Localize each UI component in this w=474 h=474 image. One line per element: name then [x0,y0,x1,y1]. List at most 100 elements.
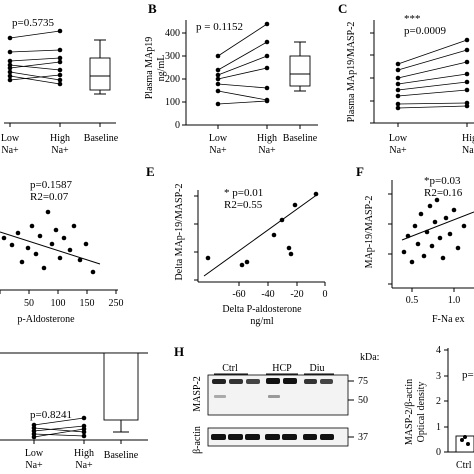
panel-i-ytick-0: 0 [436,447,448,458]
panel-f-points [401,197,467,265]
panel-b-xlabel-high-2: Na+ [258,145,276,156]
panel-h-group-ctrl: Ctrl [222,363,238,374]
panel-g-xlabel-low-1: Low [25,448,44,459]
panel-h-mw-75: 75 [358,376,368,387]
panel-i-p-value: p= [462,369,474,381]
panel-i-xlabel: Ctrl [456,460,472,471]
panel-e-p-value: * p=0.01 [224,187,263,199]
panel-b-ytick-400: 400 [165,28,186,39]
panel-h-mw-50: 50 [358,395,368,406]
svg-text:150: 150 [80,298,95,309]
panel-c-xlabel-low-2: Na+ [389,145,407,156]
panel-c-xlabel-high-2: Na+ [462,145,474,156]
panel-i-ctrl-points [460,435,470,446]
panel-c-pairs [395,37,470,111]
panel-b-boxplot [289,41,311,92]
svg-text:0.5: 0.5 [406,295,419,306]
panel-f-ylabel: MAp-19/MASP-2 [364,196,375,269]
panel-g-xlabel-baseline: Baseline [104,450,139,461]
panel-h-letter: H [174,344,184,359]
panel-d-xticks: 50 100 150 250 [0,290,124,309]
panel-g-p-value: p=0.8241 [30,409,72,421]
panel-i-ylabel-1: MASP-2/β-actin [404,379,415,445]
panel-f-xlabel: F-Na ex [432,314,465,325]
panel-b-ytick-200: 200 [165,74,186,85]
panel-e-fit-line [203,193,319,277]
panel-i-ylabel-2: Optical density [416,382,427,443]
svg-text:0: 0 [175,120,180,131]
panel-d: p=0.1587 R2=0.07 50 100 150 250 p-Aldost… [0,179,124,325]
svg-text:200: 200 [165,74,180,85]
panel-d-fit-line [0,231,101,265]
panel-a-p-value: p=0.5735 [12,17,54,29]
panel-f-letter: F [356,164,364,179]
panel-f-fit-line [401,211,474,241]
panel-b-letter: B [148,1,157,16]
panel-a-xlabel-low-2: Na+ [1,145,19,156]
panel-i: MASP-2/β-actin Optical density p= 4 3 2 … [404,345,474,471]
panel-b-xlabel-baseline: Baseline [283,133,318,144]
panel-g-error-bar [113,420,129,433]
panel-h: H Ctrl HCP Diu kDa: MASP-2 75 50 β-actin [174,344,379,454]
panel-g-xlabel-high-1: High [74,448,94,459]
panel-b: B p = 0.1152 Plasma MAp19 ng/mL 0 100 20… [144,1,318,156]
svg-text:0: 0 [436,447,441,458]
panel-a-xlabel-baseline: Baseline [84,133,119,144]
svg-text:1.0: 1.0 [448,295,461,306]
panel-b-p-value: p = 0.1152 [196,21,243,33]
panel-e-xticks: -60 -40 -20 0 [232,282,328,300]
panel-a-xlabel-high-2: Na+ [51,145,69,156]
panel-c-yticks [370,32,374,124]
panel-b-xlabel-low-2: Na+ [209,145,227,156]
panel-d-r2: R2=0.07 [30,191,69,203]
panel-i-ytick-4: 4 [436,345,448,356]
svg-text:300: 300 [165,51,180,62]
panel-b-pairs [215,21,270,107]
panel-f: F *p=0.03 R2=0.16 MAp-19/MASP-2 0.5 1.0 … [356,164,474,325]
panel-h-masp2-label: MASP-2 [192,376,203,412]
panel-i-ytick-1: 1 [436,422,448,433]
panel-e-points [205,191,319,268]
panel-a-xlabel-low-1: Low [1,133,20,144]
panel-g-pairs [31,415,87,440]
panel-h-bactin-bands [211,434,334,440]
svg-text:400: 400 [165,28,180,39]
panel-b-ytick-100: 100 [165,97,186,108]
panel-e-yticks [194,195,198,281]
panel-d-xlabel: p-Aldosterone [17,314,75,325]
panel-c-p-value: p=0.0009 [404,25,446,37]
panel-d-points [1,209,96,275]
panel-a-boxplot [89,39,111,95]
panel-e-xlabel-2: ng/ml [250,316,274,327]
panel-b-ytick-0: 0 [175,120,186,131]
panel-c-letter: C [338,1,347,16]
panel-f-p-value: *p=0.03 [424,175,461,187]
panel-e: E * p=0.01 R2=0.55 Delta MAp-19/MASP-2 -… [146,164,328,327]
panel-d-p-value: p=0.1587 [30,179,72,191]
panel-b-xlabel-low-1: Low [209,133,228,144]
svg-text:100: 100 [51,298,66,309]
panel-c-xlabel-high-1: High [462,133,474,144]
panel-f-yticks [388,193,392,285]
panel-h-kda-label: kDa: [360,352,379,363]
svg-text:3: 3 [436,371,441,382]
panel-h-group-hcp: HCP [272,363,292,374]
panel-h-bactin-label: β-actin [192,426,203,454]
panel-f-r2: R2=0.16 [424,187,463,199]
panel-f-xticks: 0.5 1.0 [406,288,461,306]
panel-c-ylabel: Plasma MAp19/MASP-2 [346,22,357,123]
panel-e-xlabel-1: Delta P-aldosterone [222,304,302,315]
panel-a-xlabel-high-1: High [50,133,70,144]
panel-a-pairs [7,28,63,87]
svg-text:-60: -60 [232,289,245,300]
panel-g: p=0.8241 Low Na+ High Na+ Baseline [0,352,148,471]
svg-text:50: 50 [24,298,34,309]
svg-text:-40: -40 [261,289,274,300]
panel-c-stars: *** [404,13,421,25]
panel-g-xlabel-high-2: Na+ [75,460,93,471]
panel-b-xlabel-high-1: High [257,133,277,144]
svg-text:-20: -20 [290,289,303,300]
panel-g-xlabel-low-2: Na+ [25,460,43,471]
svg-text:4: 4 [436,345,441,356]
